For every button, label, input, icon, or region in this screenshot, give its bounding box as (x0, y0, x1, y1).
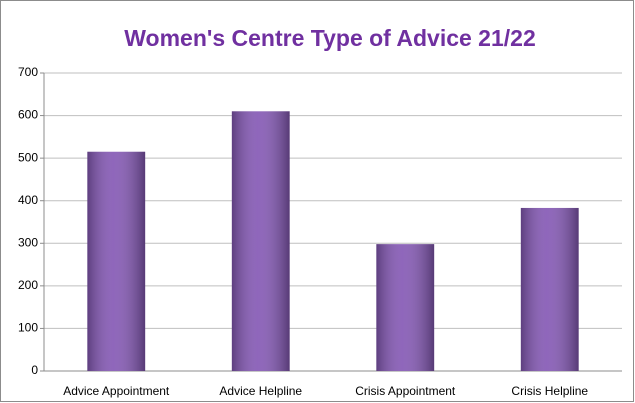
bar-shade (520, 207, 579, 371)
x-tick-label: Crisis Appointment (355, 384, 456, 398)
x-tick-label: Advice Helpline (219, 384, 302, 398)
y-tick-label: 500 (18, 150, 38, 164)
bar-shade (87, 151, 146, 371)
bar-shade (231, 111, 290, 372)
y-tick-label: 400 (18, 193, 38, 207)
chart-title: Women's Centre Type of Advice 21/22 (124, 25, 536, 51)
bar-shade (376, 244, 435, 371)
y-tick-label: 200 (18, 278, 38, 292)
x-tick-label: Crisis Helpline (511, 384, 588, 398)
y-tick-label: 600 (18, 108, 38, 122)
y-tick-label: 700 (18, 65, 38, 79)
y-tick-label: 300 (18, 235, 38, 249)
y-tick-label: 0 (31, 363, 38, 377)
y-tick-label: 100 (18, 321, 38, 335)
x-tick-label: Advice Appointment (63, 384, 170, 398)
